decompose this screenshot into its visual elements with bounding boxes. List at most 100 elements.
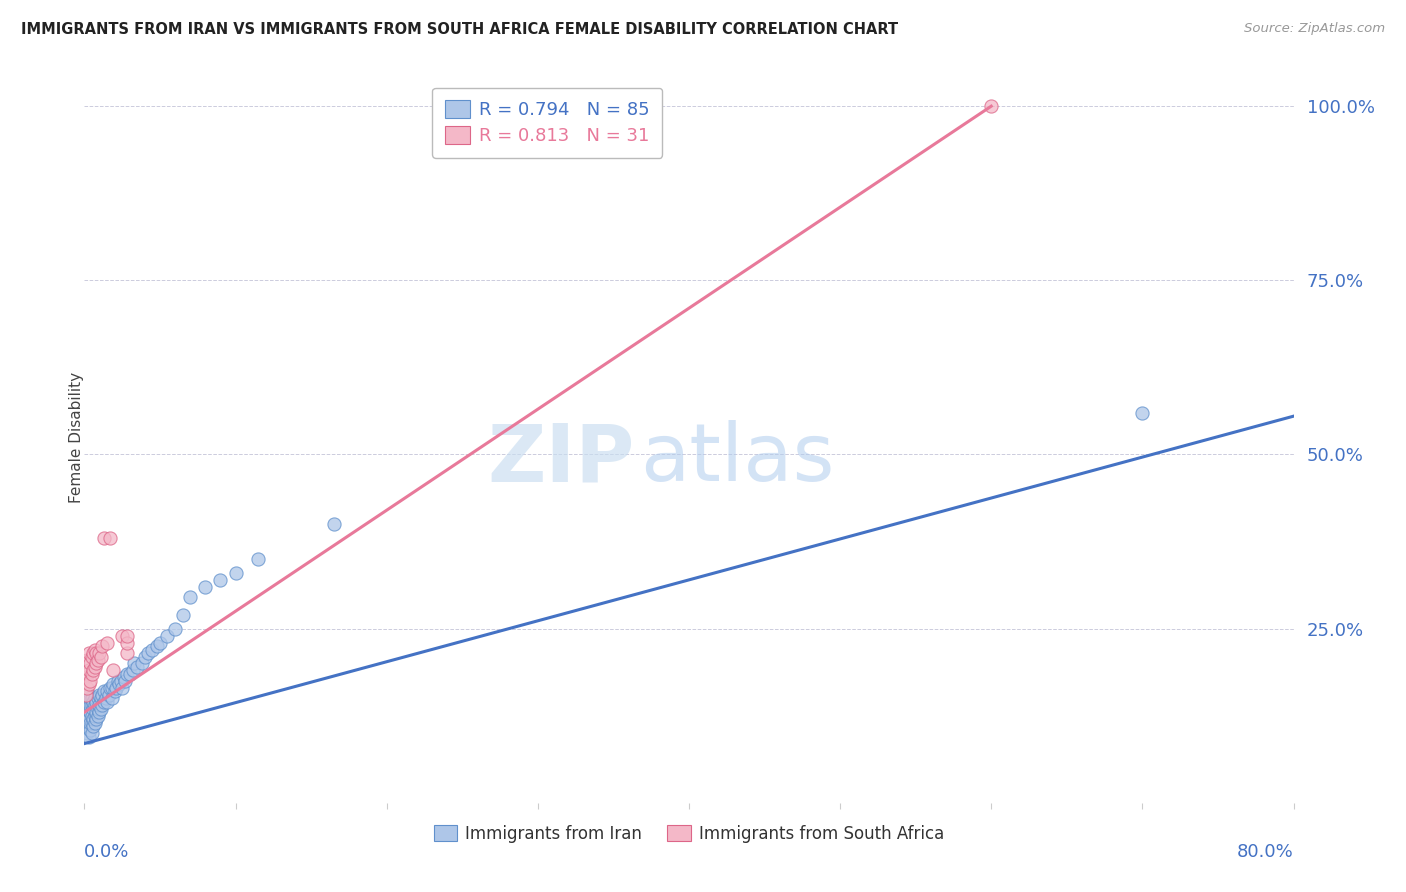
Point (112, 670, 135, 684)
Text: atlas: atlas (641, 420, 835, 498)
Point (96, 695, 118, 709)
Point (77, 730, 100, 744)
Point (104, 684, 127, 698)
Point (76, 653, 98, 667)
Point (77, 719, 100, 733)
Point (146, 639, 169, 653)
Point (77, 664, 100, 678)
Point (89, 705, 111, 719)
Point (77, 688, 100, 702)
Point (84, 691, 107, 706)
Point (93, 684, 115, 698)
Point (90, 649, 112, 664)
Point (86, 695, 108, 709)
Point (94, 691, 117, 706)
Point (77, 677, 100, 691)
Point (77, 695, 100, 709)
Point (134, 649, 156, 664)
Point (131, 657, 153, 671)
Point (82, 712, 104, 726)
Point (82, 719, 104, 733)
Point (96, 684, 118, 698)
Point (89, 698, 111, 713)
Point (75, 688, 97, 702)
Point (105, 681, 128, 695)
Point (127, 660, 149, 674)
Point (96, 635, 118, 649)
Point (76, 702, 98, 716)
Point (76, 667, 98, 681)
Point (100, 691, 122, 706)
Point (77, 646, 100, 660)
Point (80, 708, 103, 723)
Point (172, 607, 194, 622)
Point (93, 695, 115, 709)
Point (247, 552, 270, 566)
Point (84, 660, 107, 674)
Point (91, 688, 114, 702)
Point (82, 646, 104, 660)
Point (80, 649, 103, 664)
Point (89, 688, 111, 702)
Point (79, 691, 101, 706)
Point (121, 664, 143, 678)
Point (80, 667, 103, 681)
Text: IMMIGRANTS FROM IRAN VS IMMIGRANTS FROM SOUTH AFRICA FEMALE DISABILITY CORRELATI: IMMIGRANTS FROM IRAN VS IMMIGRANTS FROM … (21, 22, 898, 37)
Point (115, 667, 138, 681)
Legend: Immigrants from Iran, Immigrants from South Africa: Immigrants from Iran, Immigrants from So… (427, 818, 950, 849)
Point (80, 726, 103, 740)
Text: 80.0%: 80.0% (1237, 843, 1294, 861)
Point (89, 646, 111, 660)
Point (86, 646, 108, 660)
Point (114, 673, 136, 688)
Point (93, 531, 115, 545)
Point (84, 715, 107, 730)
Point (84, 642, 107, 657)
Point (90, 691, 112, 706)
Point (115, 646, 138, 660)
Point (101, 664, 124, 678)
Point (75, 705, 97, 719)
Point (97, 688, 120, 702)
Point (980, 99, 1002, 113)
Point (76, 688, 98, 702)
Point (118, 667, 141, 681)
Point (122, 657, 145, 671)
Text: Source: ZipAtlas.com: Source: ZipAtlas.com (1244, 22, 1385, 36)
Point (98, 681, 121, 695)
Point (107, 673, 129, 688)
Point (79, 705, 101, 719)
Point (141, 642, 163, 657)
Point (115, 629, 138, 643)
Y-axis label: Female Disability: Female Disability (69, 371, 83, 503)
Point (75, 695, 97, 709)
Point (91, 639, 114, 653)
Point (80, 698, 103, 713)
Point (90, 702, 112, 716)
Point (136, 646, 159, 660)
Point (194, 580, 217, 594)
Point (75, 670, 97, 684)
Point (80, 715, 103, 730)
Point (79, 723, 101, 737)
Point (108, 677, 131, 691)
Point (86, 705, 108, 719)
Point (79, 673, 101, 688)
Point (84, 708, 107, 723)
Point (79, 715, 101, 730)
Point (77, 702, 100, 716)
Point (87, 653, 110, 667)
Point (82, 664, 104, 678)
Point (110, 673, 132, 688)
Point (82, 695, 104, 709)
Point (91, 698, 114, 713)
Point (1130, 406, 1153, 420)
Point (87, 702, 110, 716)
Point (82, 702, 104, 716)
Point (225, 566, 247, 580)
Point (86, 657, 108, 671)
Point (111, 629, 134, 643)
Point (75, 712, 97, 726)
Text: ZIP: ZIP (488, 420, 634, 498)
Point (165, 622, 187, 636)
